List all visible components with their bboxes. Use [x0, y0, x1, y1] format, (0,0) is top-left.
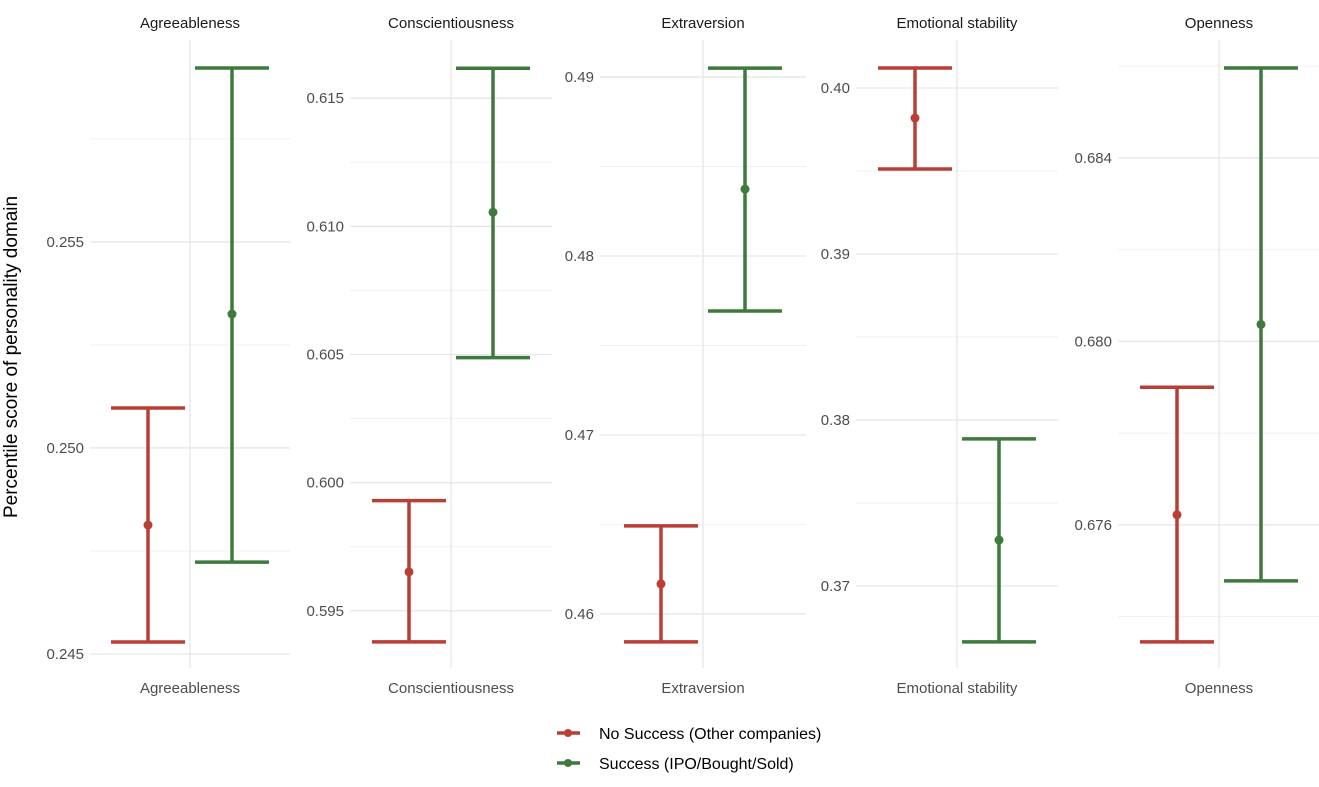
y-axis-title: Percentile score of personality domain: [1, 196, 22, 518]
y-tick-label: 0.49: [565, 69, 594, 86]
panel-openness: 0.676 0.680 0.684 Openness Openness: [1074, 15, 1319, 697]
x-tick-label: Openness: [1185, 680, 1253, 697]
panel-title: Extraversion: [661, 15, 744, 32]
y-tick-label: 0.600: [306, 475, 344, 492]
mean-point: [1256, 319, 1266, 329]
mean-point: [740, 184, 750, 194]
y-tick-label: 0.676: [1074, 517, 1112, 534]
y-tick-label: 0.684: [1074, 150, 1112, 167]
mean-point: [910, 113, 920, 123]
legend-key-point: [564, 759, 572, 767]
legend-label: No Success (Other companies): [599, 726, 821, 743]
x-tick-label: Emotional stability: [897, 680, 1018, 697]
panel-emotional-stability: 0.37 0.38 0.39 0.40 Emotional stability Emoti…: [821, 15, 1058, 697]
y-tick-label: 0.605: [306, 347, 344, 364]
errorbar-success: [962, 437, 1036, 644]
mean-point: [1172, 510, 1182, 520]
y-tick-label: 0.250: [46, 440, 84, 457]
panel-title: Conscientiousness: [388, 15, 514, 32]
panel-title: Openness: [1185, 15, 1253, 32]
legend: No Success (Other companies) Success (IP…: [557, 726, 821, 773]
errorbar-no-success: [372, 498, 446, 644]
x-tick-label: Extraversion: [661, 680, 744, 697]
y-tick-label: 0.255: [46, 234, 84, 251]
mean-point: [656, 579, 666, 589]
panel-extraversion: 0.46 0.47 0.48 0.49 Extraversion Extraversion: [565, 15, 806, 697]
errorbar-success: [456, 66, 530, 360]
y-tick-label: 0.40: [821, 80, 850, 97]
panel-title: Emotional stability: [897, 15, 1018, 32]
y-tick-label: 0.47: [565, 427, 594, 444]
errorbar-no-success: [624, 524, 698, 644]
x-tick-label: Agreeableness: [140, 680, 240, 697]
legend-item-no-success: No Success (Other companies): [557, 726, 821, 743]
panel-agreeableness: 0.245 0.250 0.255 Agreeableness Agreeablenes…: [46, 15, 290, 697]
x-tick-label: Conscientiousness: [388, 680, 514, 697]
errorbar-no-success: [1140, 385, 1214, 644]
mean-point: [227, 309, 237, 319]
errorbar-no-success: [111, 406, 185, 644]
panels: 0.245 0.250 0.255 Agreeableness Agreeablenes…: [46, 15, 1319, 697]
mean-point: [488, 207, 498, 217]
y-tick-label: 0.680: [1074, 333, 1112, 350]
y-tick-label: 0.46: [565, 606, 594, 623]
y-tick-label: 0.39: [821, 246, 850, 263]
y-tick-label: 0.610: [306, 218, 344, 235]
mean-point: [143, 520, 153, 530]
errorbar-success: [195, 66, 269, 564]
mean-point: [404, 567, 414, 577]
y-tick-label: 0.48: [565, 248, 594, 265]
y-tick-label: 0.38: [821, 412, 850, 429]
errorbar-no-success: [878, 66, 952, 171]
y-tick-label: 0.595: [306, 603, 344, 620]
panel-title: Agreeableness: [140, 15, 240, 32]
legend-label: Success (IPO/Bought/Sold): [599, 756, 794, 773]
y-tick-label: 0.245: [46, 646, 84, 663]
panel-conscientiousness: 0.595 0.600 0.605 0.610 0.615 Conscientiousne…: [306, 15, 552, 697]
legend-item-success: Success (IPO/Bought/Sold): [557, 756, 794, 773]
errorbar-success: [1224, 66, 1298, 583]
legend-key-point: [564, 729, 572, 737]
errorbar-success: [708, 66, 782, 313]
y-tick-label: 0.615: [306, 90, 344, 107]
y-tick-label: 0.37: [821, 578, 850, 595]
mean-point: [994, 535, 1004, 545]
